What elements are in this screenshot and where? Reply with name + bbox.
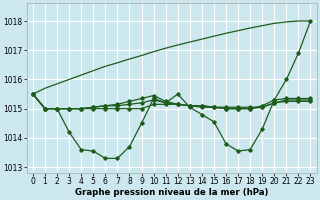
X-axis label: Graphe pression niveau de la mer (hPa): Graphe pression niveau de la mer (hPa): [75, 188, 268, 197]
